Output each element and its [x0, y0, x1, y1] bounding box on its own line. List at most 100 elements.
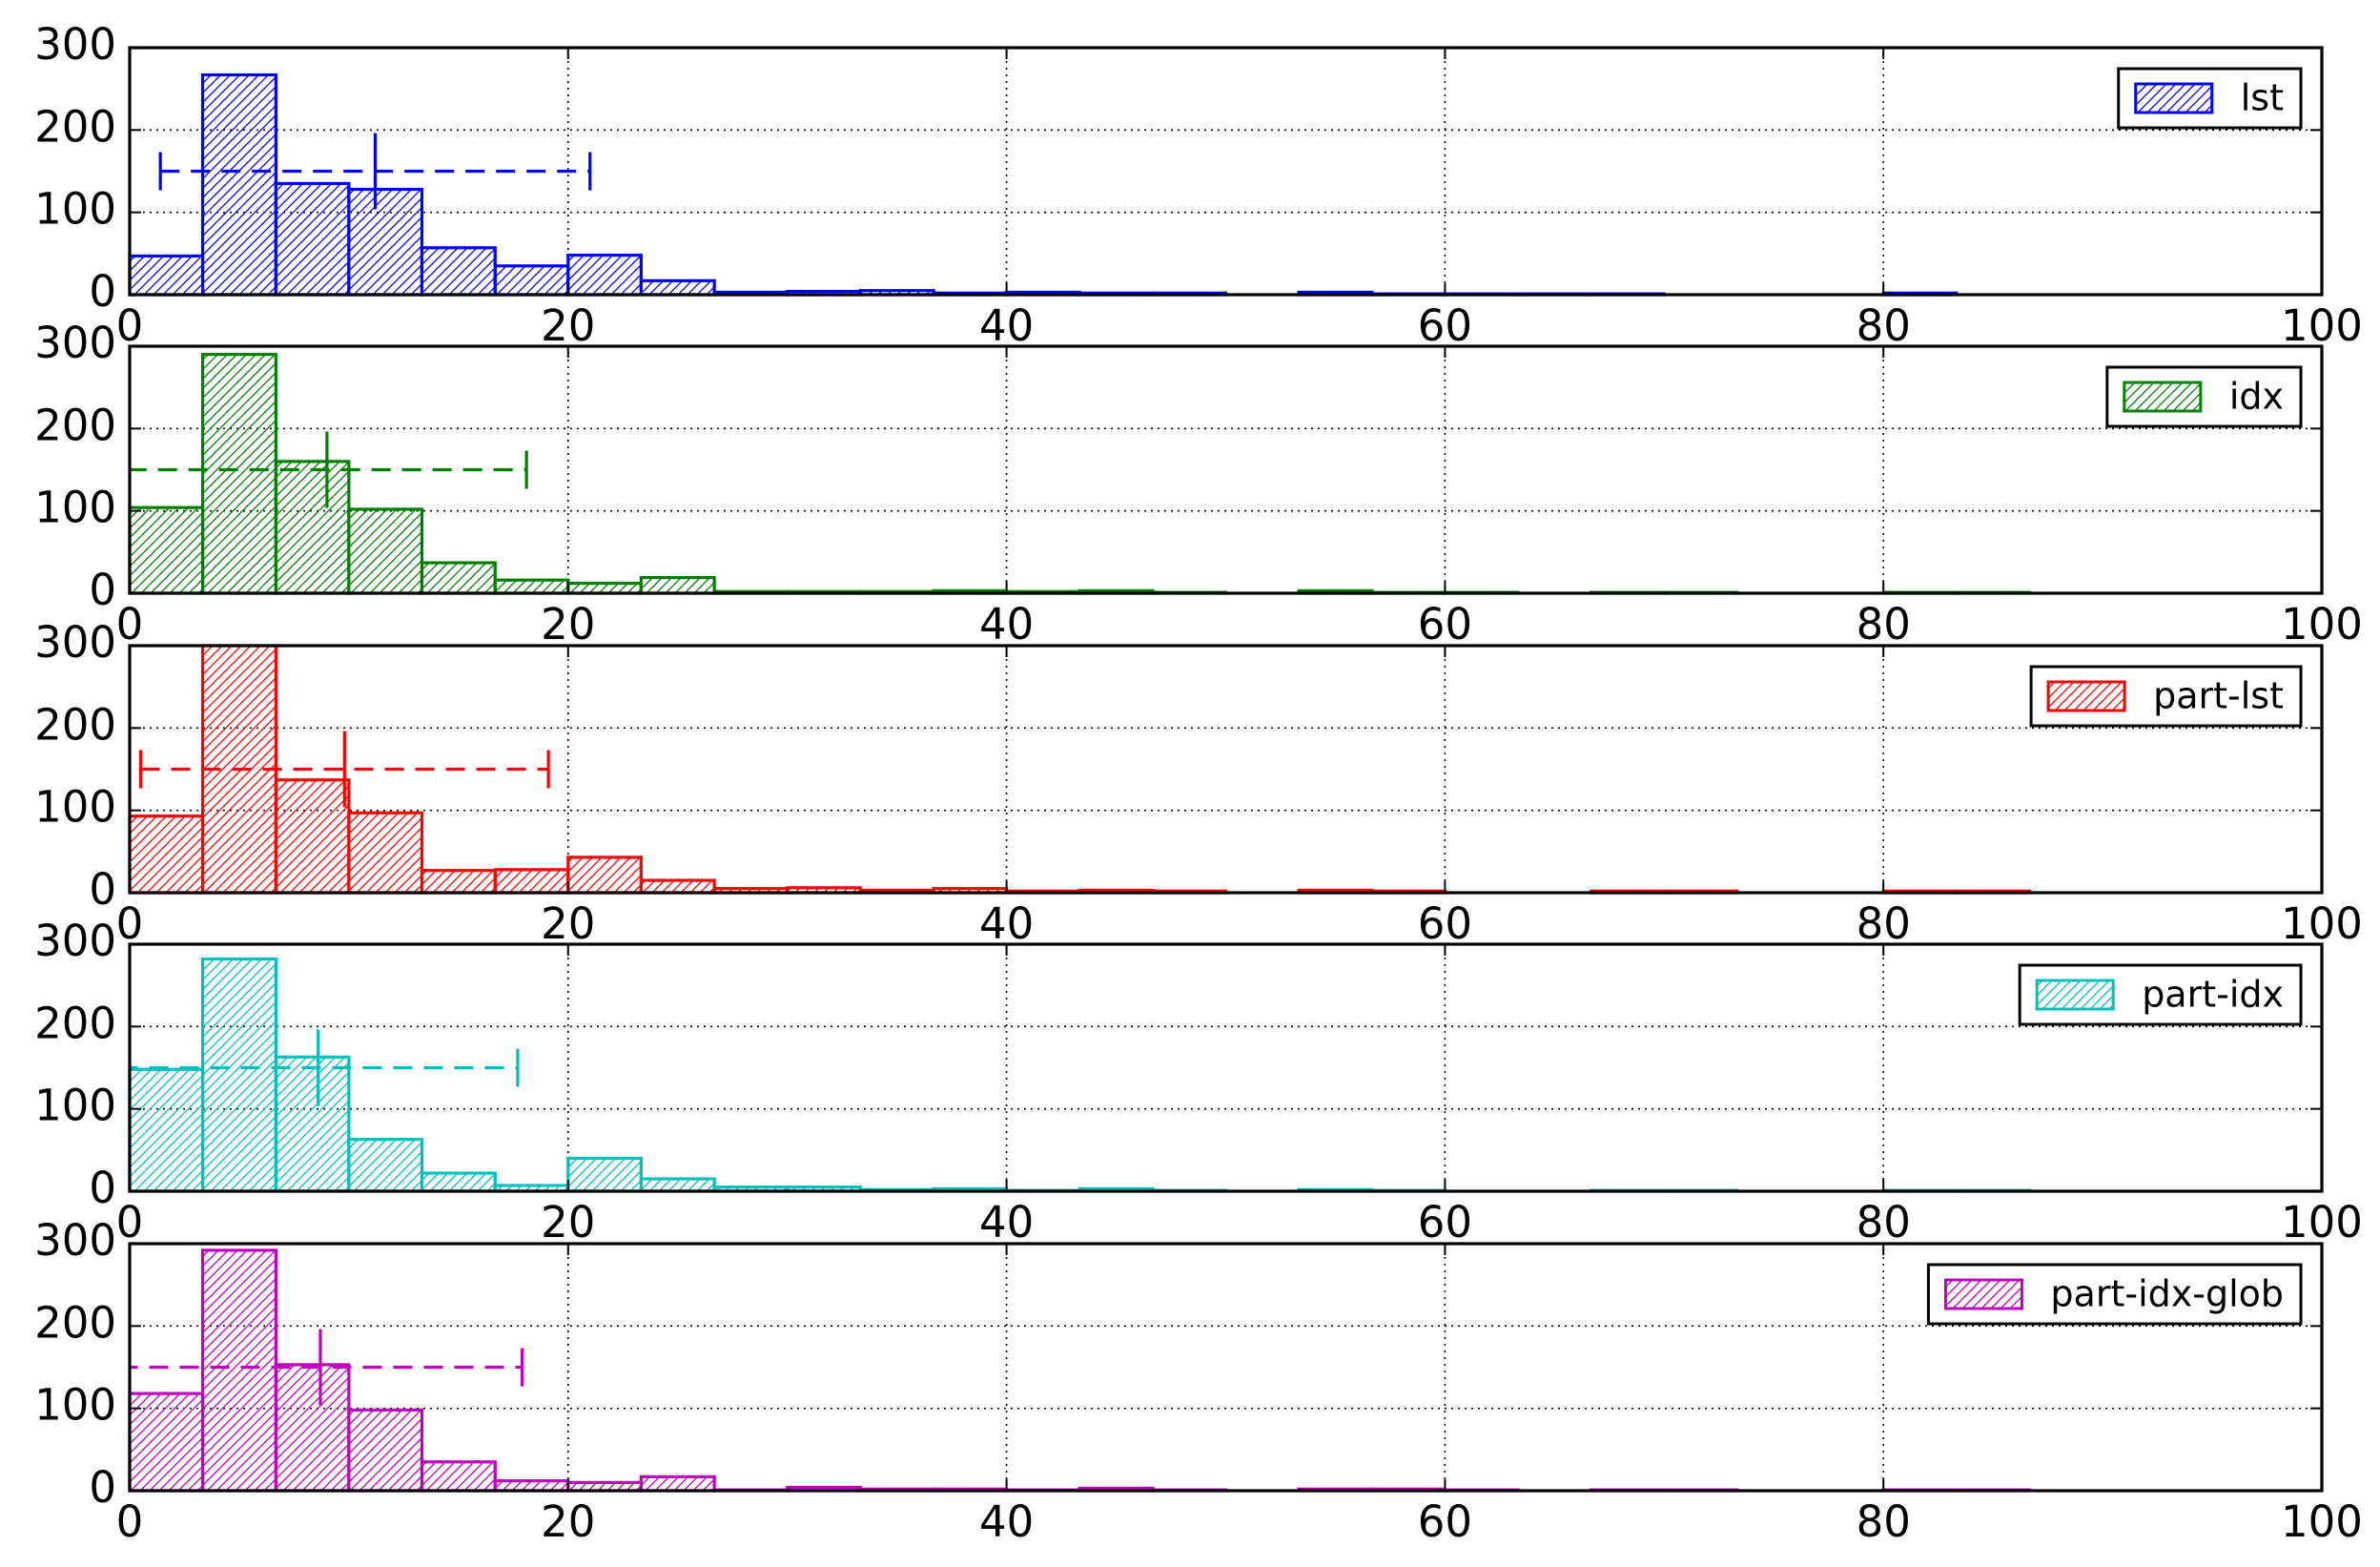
x-tick-label: 100 — [2281, 1496, 2363, 1547]
bar — [200, 1248, 277, 1493]
x-tick-label: 40 — [979, 1197, 1034, 1247]
subplot: 0 20 40 60 80 100 0 100 200 300 part-lst — [34, 617, 2363, 949]
x-tick-label: 20 — [541, 599, 595, 649]
x-tick-label: 40 — [979, 300, 1034, 351]
bar — [493, 264, 570, 297]
axes-frame — [128, 644, 2324, 895]
y-tick-label: 100 — [34, 1380, 116, 1431]
y-tick-label: 0 — [89, 1163, 116, 1213]
bar — [274, 181, 351, 297]
x-tick-label: 20 — [541, 1197, 595, 1247]
x-tick-label: 40 — [979, 1496, 1034, 1547]
bar — [200, 957, 277, 1193]
bar — [566, 253, 643, 297]
bar — [566, 1156, 643, 1193]
x-tick-label: 0 — [116, 599, 144, 649]
y-tick-label: 0 — [89, 1462, 116, 1513]
bar — [274, 460, 351, 595]
y-tick-label: 200 — [34, 101, 116, 152]
x-tick-label: 80 — [1857, 300, 1911, 351]
y-tick-label: 100 — [34, 782, 116, 833]
error-bar — [130, 431, 528, 508]
y-tick-label: 200 — [34, 699, 116, 750]
bar — [347, 187, 424, 297]
bar — [347, 811, 424, 895]
bar — [420, 869, 497, 895]
bar — [639, 1474, 716, 1493]
bar — [639, 575, 716, 595]
x-tick-label: 80 — [1857, 1496, 1911, 1547]
x-tick-label: 60 — [1418, 300, 1472, 351]
bar — [639, 1177, 716, 1193]
bar — [128, 1392, 205, 1493]
x-tick-label: 0 — [116, 1197, 144, 1247]
y-tick-label: 200 — [34, 1297, 116, 1348]
error-bar — [130, 1029, 520, 1106]
y-tick-label: 0 — [89, 565, 116, 615]
error-bar — [138, 731, 550, 808]
legend-label: idx — [2229, 376, 2284, 418]
x-tick-label: 40 — [979, 898, 1034, 949]
legend: part-lst — [2029, 665, 2303, 728]
bar — [128, 814, 205, 895]
x-tick-label: 100 — [2281, 300, 2363, 351]
y-tick-label: 300 — [34, 19, 116, 70]
error-bar — [158, 133, 592, 210]
bar — [274, 778, 351, 895]
axes-frame — [128, 344, 2324, 595]
x-tick-label: 0 — [116, 300, 144, 351]
legend-label: lst — [2241, 77, 2284, 119]
legend-swatch — [2134, 82, 2214, 114]
x-tick-label: 60 — [1418, 1496, 1472, 1547]
bar — [493, 578, 570, 595]
bar — [566, 856, 643, 895]
bar — [347, 1138, 424, 1193]
y-tick-label: 200 — [34, 400, 116, 450]
bar — [200, 353, 277, 595]
legend: part-idx-glob — [1926, 1263, 2303, 1326]
bar — [128, 254, 205, 297]
bar — [200, 72, 277, 297]
bar — [128, 505, 205, 595]
axes-frame — [128, 942, 2324, 1193]
bar — [420, 246, 497, 297]
y-tick-label: 100 — [34, 483, 116, 533]
axes-frame — [128, 46, 2324, 297]
bar — [347, 507, 424, 595]
y-tick-label: 300 — [34, 617, 116, 668]
error-bar — [130, 1329, 524, 1406]
subplot: 0 20 40 60 80 100 0 100 200 300 lst — [34, 19, 2363, 351]
bar — [274, 1363, 351, 1493]
x-tick-label: 20 — [541, 898, 595, 949]
y-tick-label: 200 — [34, 998, 116, 1048]
legend-swatch — [2123, 381, 2203, 413]
legend-swatch — [2035, 979, 2115, 1011]
x-tick-label: 100 — [2281, 599, 2363, 649]
x-tick-label: 80 — [1857, 1197, 1911, 1247]
bar — [347, 1408, 424, 1493]
x-tick-label: 20 — [541, 300, 595, 351]
subplot: 0 20 40 60 80 100 0 100 200 300 part-idx-glob — [34, 1215, 2363, 1547]
bar — [639, 878, 716, 895]
y-tick-label: 100 — [34, 1081, 116, 1131]
legend: lst — [2117, 67, 2303, 130]
bar — [420, 1460, 497, 1493]
legend: part-idx — [2018, 963, 2303, 1026]
subplot: 0 20 40 60 80 100 0 100 200 300 part-idx — [34, 916, 2363, 1247]
bar — [420, 1171, 497, 1193]
legend-label: part-idx — [2142, 974, 2284, 1016]
x-tick-label: 80 — [1857, 599, 1911, 649]
legend-swatch — [1943, 1278, 2023, 1310]
axes-frame — [128, 1242, 2324, 1493]
y-tick-label: 300 — [34, 318, 116, 368]
x-tick-label: 100 — [2281, 898, 2363, 949]
x-tick-label: 60 — [1418, 1197, 1472, 1247]
x-tick-label: 60 — [1418, 898, 1472, 949]
bar — [493, 868, 570, 895]
y-tick-label: 300 — [34, 916, 116, 966]
legend-label: part-lst — [2153, 675, 2284, 717]
y-tick-label: 300 — [34, 1215, 116, 1266]
subplot: 0 20 40 60 80 100 0 100 200 300 idx — [34, 318, 2363, 649]
